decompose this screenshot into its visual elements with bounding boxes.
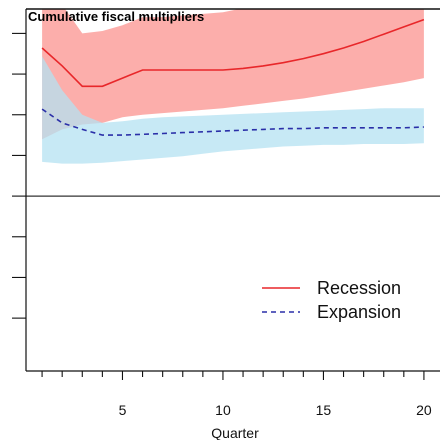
x-tick-label-5: 5 xyxy=(119,402,127,418)
band-recession xyxy=(42,9,424,140)
confidence-bands xyxy=(42,9,424,164)
legend-label-expansion: Expansion xyxy=(317,302,401,322)
series-line-expansion xyxy=(41,108,424,136)
x-axis-ticks xyxy=(41,371,425,380)
x-tick-label-10: 10 xyxy=(215,402,231,418)
x-axis-tick-labels: 5 10 15 20 xyxy=(119,402,432,418)
legend-label-recession: Recession xyxy=(317,278,401,298)
x-axis-label: Quarter xyxy=(211,425,259,440)
legend: Recession Expansion xyxy=(262,278,401,322)
plot-frame xyxy=(25,8,440,372)
y-axis-ticks xyxy=(12,32,26,319)
x-tick-label-15: 15 xyxy=(316,402,332,418)
series-lines xyxy=(41,18,425,136)
band-expansion xyxy=(42,56,424,164)
x-tick-label-20: 20 xyxy=(416,402,432,418)
chart-title: Cumulative fiscal multipliers xyxy=(28,9,204,24)
series-line-recession xyxy=(41,18,425,88)
